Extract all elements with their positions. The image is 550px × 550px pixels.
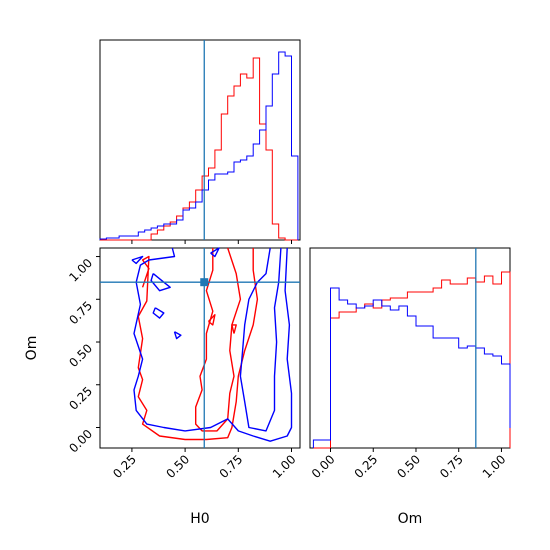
h0-histogram-panel — [99, 39, 301, 244]
om-x-tick-label-4: 1.00 — [480, 452, 509, 481]
h0-histogram-ticks — [131, 240, 292, 244]
om-histogram-x-ticks: 0.00 0.25 0.50 0.75 1.00 — [309, 448, 509, 481]
joint-y-tick-label-0: 0.00 — [66, 427, 95, 456]
joint-y-ticks: 0.00 0.25 0.50 0.75 1.00 — [66, 256, 100, 456]
h0-histogram-blue — [99, 51, 299, 240]
joint-x-tick-label-1: 0.50 — [163, 452, 192, 481]
contours-blue — [131, 247, 293, 442]
truth-point-marker — [200, 278, 209, 287]
om-histogram-panel: 0.00 0.25 0.50 0.75 1.00 Om — [309, 247, 511, 527]
contour-red-0 — [137, 248, 259, 441]
contour-blue-1 — [239, 247, 282, 432]
om-x-tick-label-2: 0.50 — [394, 452, 423, 481]
joint-y-axis-label: Om — [24, 336, 40, 361]
om-histogram-red — [313, 271, 511, 449]
joint-x-ticks: 0.25 0.50 0.75 1.00 — [110, 448, 299, 481]
joint-x-tick-label-3: 1.00 — [270, 452, 299, 481]
joint-contour-frame — [99, 247, 301, 449]
om-histogram-blue — [312, 287, 511, 448]
contour-blue-6 — [210, 247, 220, 258]
joint-y-tick-label-4: 1.00 — [66, 256, 95, 285]
contour-red-3 — [231, 324, 237, 334]
joint-y-tick-label-3: 0.75 — [66, 299, 95, 328]
contour-blue-3 — [131, 255, 144, 265]
joint-y-tick-label-2: 0.50 — [66, 341, 95, 370]
joint-contour-panel: 0.25 0.50 0.75 1.00 0.00 0.25 0.50 0.75 1.00 H0… — [24, 247, 301, 527]
om-x-axis-label: Om — [398, 511, 423, 527]
om-x-tick-label-1: 0.25 — [352, 452, 381, 481]
joint-x-tick-label-2: 0.75 — [217, 452, 246, 481]
joint-y-tick-label-1: 0.25 — [66, 384, 95, 413]
om-x-tick-label-0: 0.00 — [309, 452, 338, 481]
contour-red-2 — [207, 314, 216, 326]
h0-histogram-red — [100, 57, 298, 241]
joint-x-tick-label-0: 0.25 — [110, 452, 139, 481]
contour-blue-5 — [173, 331, 182, 340]
contour-red-1 — [195, 247, 242, 432]
contours-red — [137, 247, 259, 441]
contour-blue-4 — [152, 307, 165, 319]
joint-x-axis-label: H0 — [190, 511, 209, 527]
contour-blue-0 — [133, 247, 293, 442]
om-x-tick-label-3: 0.75 — [437, 452, 466, 481]
contour-blue-2 — [150, 273, 171, 292]
h0-histogram-frame — [99, 39, 301, 241]
